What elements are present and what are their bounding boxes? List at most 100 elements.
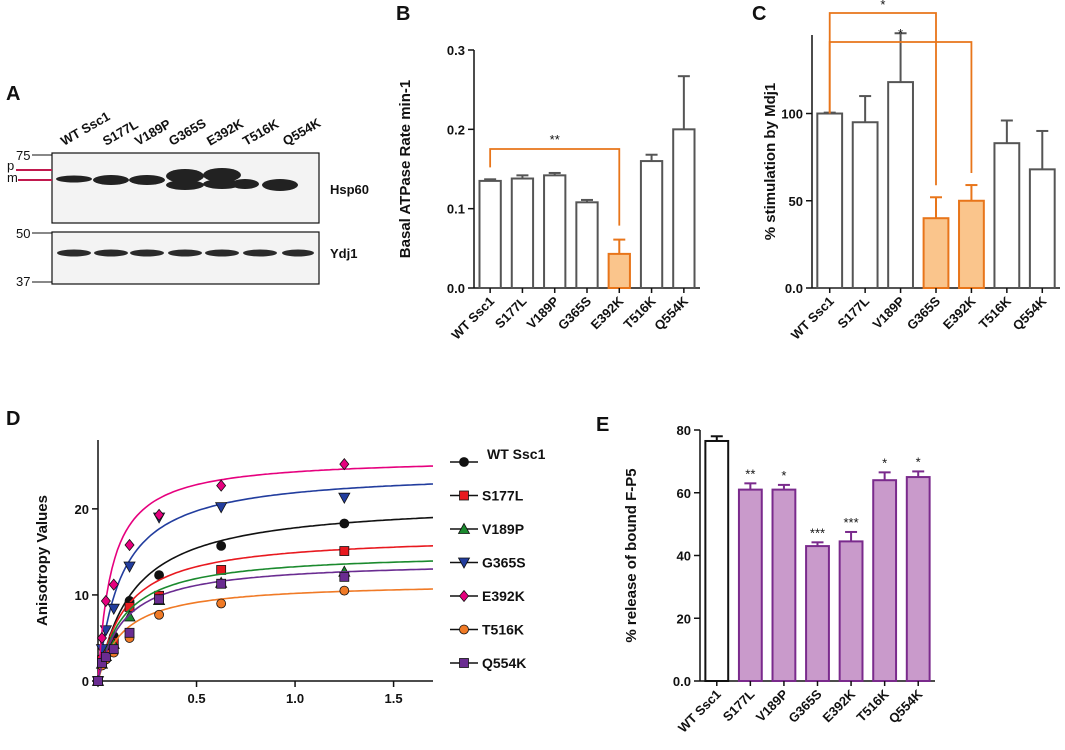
data-point	[457, 522, 471, 534]
y-tick-label: 50	[789, 194, 803, 209]
data-point	[338, 492, 351, 504]
hsp60-bands	[56, 168, 298, 191]
panel-b-label: B	[396, 3, 410, 25]
bar	[737, 488, 763, 682]
data-point	[154, 594, 164, 605]
significance-bracket	[489, 148, 621, 226]
fit-curve	[97, 560, 433, 682]
y-tick-label: 0.2	[447, 122, 465, 137]
data-point	[100, 594, 111, 608]
significance-label: *	[898, 26, 903, 41]
band	[57, 249, 91, 257]
legend-label: T516K	[482, 622, 524, 638]
series-t516k: T516K	[93, 585, 524, 686]
legend-label: V189P	[482, 521, 524, 537]
fit-curve	[97, 568, 433, 682]
y-tick-label: 0.0	[447, 281, 465, 296]
bar	[478, 179, 502, 289]
data-point	[100, 652, 111, 662]
significance-label: ***	[810, 525, 825, 540]
band	[166, 169, 204, 183]
band	[166, 180, 204, 190]
significance-label: ***	[843, 515, 858, 530]
x-tick-label: S177L	[835, 293, 873, 331]
band	[243, 249, 277, 257]
lane-label: E392K	[204, 115, 246, 148]
legend-label: S177L	[482, 488, 524, 504]
y-tick-label: 80	[677, 423, 691, 438]
data-point	[214, 502, 228, 514]
data-point	[123, 610, 136, 622]
y-axis-label: % release of bound F-P5	[623, 468, 640, 642]
data-point	[459, 490, 469, 501]
x-tick-label: V189P	[869, 293, 907, 331]
x-tick-label: WT Ssc1	[788, 294, 837, 343]
x-tick-label: T516K	[854, 686, 893, 725]
data-point	[95, 644, 109, 656]
series-q554k: Q554K	[93, 568, 526, 686]
bar	[958, 199, 985, 289]
data-point	[339, 571, 350, 582]
data-point	[459, 457, 469, 467]
band	[203, 179, 241, 189]
data-point	[124, 538, 135, 552]
data-point	[107, 603, 120, 616]
lane-label: T516K	[240, 116, 282, 149]
lane-label: V189P	[132, 116, 174, 149]
legend-label: E392K	[482, 588, 525, 604]
fit-curve	[97, 465, 433, 682]
band	[262, 179, 298, 191]
fit-curve	[97, 516, 434, 682]
ydj1-blot	[51, 231, 320, 285]
band	[94, 249, 128, 257]
bar	[922, 217, 950, 289]
bar	[993, 142, 1021, 289]
bar	[510, 177, 535, 290]
bar	[905, 476, 931, 682]
bar	[771, 488, 797, 682]
x-tick-label: Q554K	[1010, 293, 1050, 333]
y-tick-label: 0.0	[785, 281, 803, 296]
significance-label: **	[745, 466, 755, 481]
band-mark: p	[7, 158, 14, 173]
band	[93, 175, 129, 185]
data-point	[459, 658, 469, 668]
x-tick-label: E392K	[940, 293, 979, 332]
chart-b: 0.0 0.1 0.2 0.3 Basal ATPase Rate min-1 WT Ss…	[397, 43, 700, 342]
bar	[805, 545, 830, 683]
legend-label: G365S	[482, 555, 526, 571]
y-tick-label: 0.1	[447, 202, 465, 217]
band	[282, 249, 314, 257]
significance-label: *	[916, 454, 921, 469]
data-point	[458, 589, 470, 603]
data-point	[124, 627, 135, 638]
panel-c-label: C	[752, 3, 766, 25]
data-point	[108, 644, 119, 655]
bar	[575, 201, 599, 290]
band	[56, 175, 92, 183]
panel-e-label: E	[596, 414, 609, 436]
fit-curve	[97, 588, 434, 682]
band	[203, 168, 241, 182]
x-tick-label: WT Ssc1	[448, 294, 497, 343]
band	[168, 249, 202, 257]
lane-label: G365S	[166, 115, 209, 148]
data-point	[93, 676, 103, 686]
mw-marker: 75	[16, 148, 30, 163]
y-tick-label: 10	[75, 588, 89, 603]
band	[231, 179, 259, 189]
band	[130, 249, 164, 257]
band	[129, 175, 165, 185]
bar	[838, 540, 864, 682]
bar	[851, 121, 879, 289]
bar	[639, 160, 664, 289]
bar	[1028, 168, 1056, 290]
y-tick-label: 40	[677, 549, 691, 564]
x-tick-label: G365S	[904, 293, 943, 332]
x-tick-label: S177L	[492, 293, 530, 331]
data-point	[339, 457, 350, 471]
y-axis-label: Anisotropy Values	[34, 495, 51, 626]
fit-curve	[97, 483, 434, 682]
bar	[704, 439, 730, 683]
